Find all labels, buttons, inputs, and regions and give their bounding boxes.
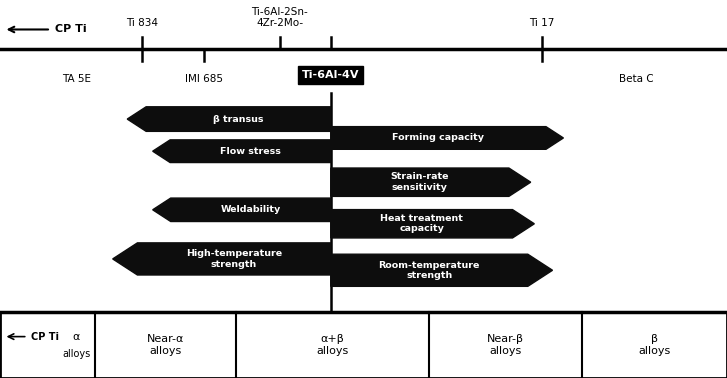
Polygon shape (331, 254, 553, 287)
Polygon shape (113, 243, 331, 275)
Text: Ti-6Al-2Sn-
4Zr-2Mo-: Ti-6Al-2Sn- 4Zr-2Mo- (252, 7, 308, 28)
Text: α: α (73, 332, 80, 342)
Text: High-temperature
strength: High-temperature strength (186, 249, 282, 269)
Polygon shape (331, 127, 563, 149)
Text: Strain-rate
sensitivity: Strain-rate sensitivity (390, 172, 449, 192)
Text: TA 5E: TA 5E (62, 74, 91, 84)
Polygon shape (153, 198, 331, 222)
Text: Beta C: Beta C (619, 74, 654, 84)
Text: β transus: β transus (213, 115, 264, 124)
Text: Heat treatment
capacity: Heat treatment capacity (380, 214, 463, 234)
Polygon shape (127, 107, 331, 131)
Polygon shape (331, 168, 531, 197)
Text: Ti 17: Ti 17 (529, 19, 554, 28)
Text: Weldability: Weldability (220, 205, 281, 214)
Text: Ti-6Al-4V: Ti-6Al-4V (302, 70, 360, 80)
Text: Near-β
alloys: Near-β alloys (487, 334, 523, 356)
Text: IMI 685: IMI 685 (185, 74, 222, 84)
Text: α+β
alloys: α+β alloys (316, 334, 349, 356)
Text: alloys: alloys (63, 349, 90, 359)
Polygon shape (153, 140, 331, 163)
Text: Near-α
alloys: Near-α alloys (147, 334, 184, 356)
Text: β
alloys: β alloys (638, 334, 670, 356)
Text: Flow stress: Flow stress (220, 147, 281, 156)
Text: Forming capacity: Forming capacity (393, 133, 484, 143)
Bar (0, 312, 727, 378)
Text: Room-temperature
strength: Room-temperature strength (379, 260, 480, 280)
Text: CP Ti: CP Ti (55, 25, 87, 34)
Polygon shape (331, 210, 534, 238)
Text: Ti 834: Ti 834 (126, 19, 158, 28)
Text: CP Ti: CP Ti (31, 332, 59, 342)
